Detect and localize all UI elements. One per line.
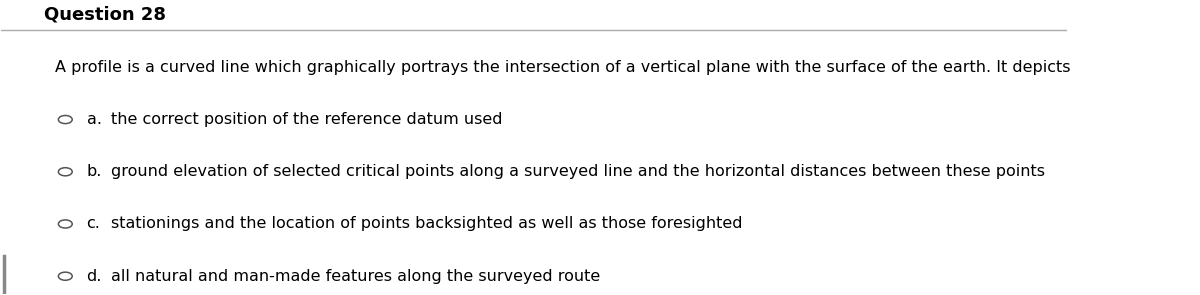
Text: b.: b. xyxy=(86,164,102,179)
Text: ground elevation of selected critical points along a surveyed line and the horiz: ground elevation of selected critical po… xyxy=(112,164,1045,179)
Text: the correct position of the reference datum used: the correct position of the reference da… xyxy=(112,112,503,127)
Text: all natural and man-made features along the surveyed route: all natural and man-made features along … xyxy=(112,269,600,284)
Text: A profile is a curved line which graphically portrays the intersection of a vert: A profile is a curved line which graphic… xyxy=(55,60,1070,75)
Text: a.: a. xyxy=(86,112,102,127)
Text: d.: d. xyxy=(86,269,102,284)
Text: Question 28: Question 28 xyxy=(44,6,166,24)
Text: stationings and the location of points backsighted as well as those foresighted: stationings and the location of points b… xyxy=(112,217,743,232)
Text: c.: c. xyxy=(86,217,101,232)
